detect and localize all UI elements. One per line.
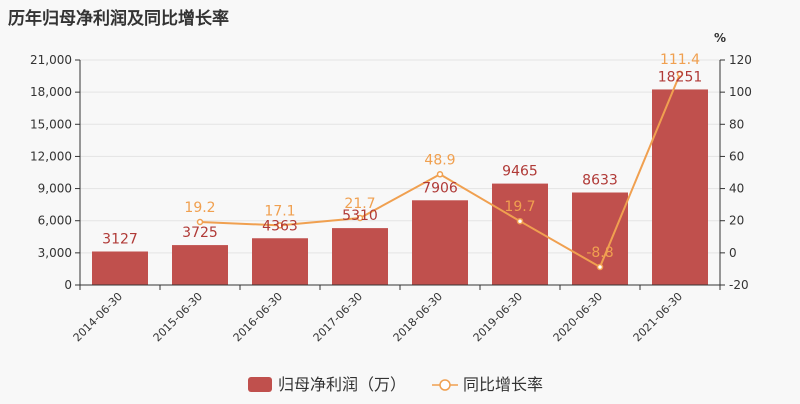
bar-value-label: 3725 — [182, 225, 218, 241]
x-tick-label: 2014-06-30 — [71, 290, 125, 344]
line-series — [196, 70, 684, 271]
y-right-tick-label: 40 — [729, 182, 744, 196]
grid-lines — [80, 59, 720, 254]
line-point — [436, 171, 444, 178]
line-point — [676, 70, 684, 78]
legend-bar-label: 归母净利润（万） — [278, 375, 406, 394]
legend-line-label: 同比增长率 — [463, 375, 543, 394]
y-left-tick-label: 3,000 — [38, 246, 72, 260]
y-left-tick-label: 15,000 — [30, 117, 72, 131]
line-value-label: 17.1 — [264, 203, 295, 219]
chart-title: 历年归母净利润及同比增长率 — [8, 9, 229, 29]
bar-value-label: 9465 — [502, 164, 538, 180]
axes: 0 3,000 6,000 9,000 12,000 15,000 18,000 21,000… — [30, 31, 752, 344]
line-point — [356, 214, 364, 222]
bar-value-label: 4363 — [262, 218, 298, 234]
bar — [92, 251, 148, 285]
legend-line-marker — [439, 379, 451, 391]
x-tick-label: 2018-06-30 — [391, 290, 445, 344]
bar — [492, 183, 548, 285]
bar-value-label: 3127 — [102, 231, 138, 247]
y-left-tick-label: 0 — [64, 278, 72, 292]
bar-value-label: 7906 — [422, 180, 458, 196]
x-tick-label: 2019-06-30 — [471, 290, 525, 344]
y-right-tick-label: 80 — [729, 117, 744, 131]
y-left-tick-label: 6,000 — [38, 214, 72, 228]
bar — [252, 238, 308, 285]
x-tick-label: 2016-06-30 — [231, 290, 285, 344]
line-point — [196, 218, 204, 226]
legend: 归母净利润（万） 同比增长率 — [248, 375, 543, 394]
bar — [572, 192, 628, 285]
y-left-tick-label: 12,000 — [30, 149, 72, 163]
line-value-label: 48.9 — [424, 152, 455, 168]
bar-value-label: 5310 — [342, 208, 378, 224]
bar — [172, 245, 228, 285]
line-value-label: 21.7 — [344, 196, 375, 212]
data-labels: 3127 3725 4363 5310 7906 9465 8633 18251 19.2 17.… — [102, 52, 702, 261]
y-right-unit-label: % — [714, 31, 726, 45]
line-value-label: 19.7 — [504, 199, 535, 215]
line-point — [276, 222, 284, 229]
y-left-tick-label: 9,000 — [38, 182, 72, 196]
x-tick-label: 2020-06-30 — [551, 290, 605, 344]
y-right-tick-label: 60 — [729, 149, 744, 163]
y-right-tick-label: 20 — [729, 214, 744, 228]
y-right-tick-label: 0 — [729, 246, 737, 260]
line-point — [596, 263, 604, 271]
line-point — [516, 217, 524, 225]
line-value-label: 19.2 — [184, 200, 215, 216]
y-left-tick-label: 18,000 — [30, 85, 72, 99]
x-tick-label: 2021-06-30 — [631, 290, 685, 344]
bar-value-label: 18251 — [658, 69, 703, 85]
y-right-tick-label: -20 — [729, 278, 749, 292]
x-tick-label: 2015-06-30 — [151, 290, 205, 344]
y-right-tick-label: 100 — [729, 85, 752, 99]
line-value-label: 111.4 — [660, 52, 700, 68]
x-tick-label: 2017-06-30 — [311, 290, 365, 344]
bar-series — [92, 89, 708, 285]
bar — [652, 89, 708, 285]
bar — [412, 200, 468, 285]
bar-value-label: 8633 — [582, 173, 618, 189]
y-right-tick-label: 120 — [729, 53, 752, 67]
y-left-tick-label: 21,000 — [30, 53, 72, 67]
legend-bar-swatch — [248, 377, 272, 392]
line-value-label: -8.8 — [586, 245, 613, 261]
bar — [332, 228, 388, 285]
